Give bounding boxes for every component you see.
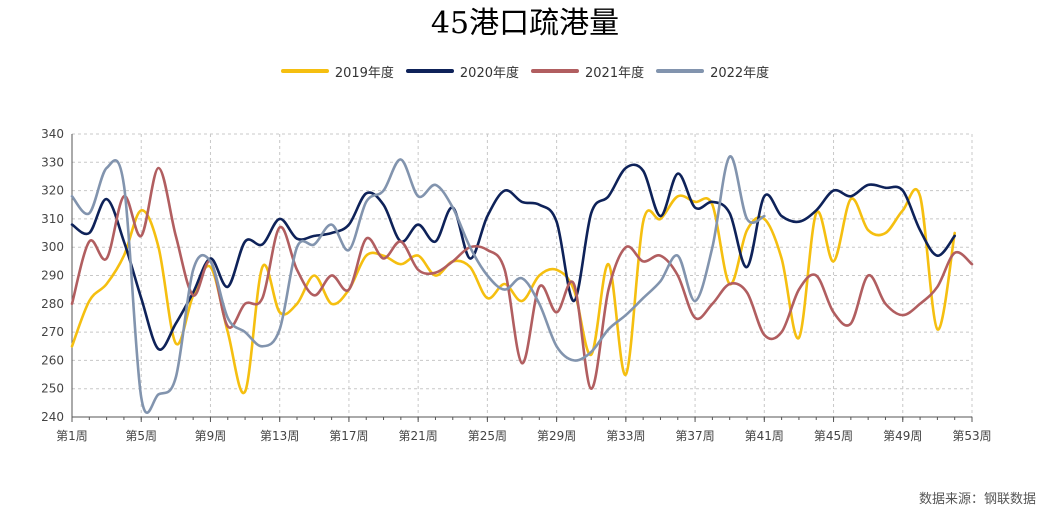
y-tick-label: 340 bbox=[41, 127, 64, 141]
legend: 2019年度 2020年度 2021年度 2022年度 bbox=[0, 61, 1050, 81]
series-line-2020年度 bbox=[70, 163, 956, 351]
legend-item-2021[interactable]: 2021年度 bbox=[531, 62, 644, 81]
x-tick-label: 第29周 bbox=[537, 429, 576, 443]
legend-swatch-2020 bbox=[405, 69, 454, 73]
x-tick-label: 第1周 bbox=[56, 429, 88, 443]
legend-label-2021: 2021年度 bbox=[585, 65, 645, 81]
chart-title: 45港口疏港量 bbox=[430, 6, 620, 41]
x-tick-label: 第13周 bbox=[260, 429, 299, 443]
legend-swatch-2019 bbox=[280, 69, 329, 73]
x-tick-label: 第25周 bbox=[468, 429, 507, 443]
y-tick-label: 240 bbox=[41, 410, 64, 424]
legend-label-2022: 2022年度 bbox=[710, 65, 770, 81]
y-tick-label: 320 bbox=[41, 184, 64, 198]
x-tick-label: 第37周 bbox=[675, 429, 714, 443]
legend-label-2019: 2019年度 bbox=[334, 65, 394, 81]
series-line-2019年度 bbox=[70, 187, 956, 395]
legend-swatch-2022 bbox=[656, 69, 705, 73]
y-tick-label: 270 bbox=[41, 325, 64, 339]
x-tick-label: 第17周 bbox=[329, 429, 368, 443]
x-tick-label: 第5周 bbox=[125, 429, 157, 443]
y-tick-label: 280 bbox=[41, 297, 64, 311]
y-tick-label: 300 bbox=[41, 240, 64, 254]
y-tick-label: 330 bbox=[41, 155, 64, 169]
y-tick-label: 260 bbox=[41, 353, 64, 367]
series-line-2022年度 bbox=[70, 155, 766, 415]
y-tick-label: 290 bbox=[41, 269, 64, 283]
y-tick-label: 250 bbox=[41, 382, 64, 396]
legend-item-2019[interactable]: 2019年度 bbox=[280, 62, 394, 81]
x-tick-label: 第21周 bbox=[399, 429, 438, 443]
legend-item-2020[interactable]: 2020年度 bbox=[405, 62, 519, 81]
data-source-note: 数据来源：钢联数据 bbox=[918, 492, 1036, 507]
x-tick-label: 第49周 bbox=[883, 429, 922, 443]
x-tick-label: 第53周 bbox=[952, 429, 991, 443]
legend-label-2020: 2020年度 bbox=[459, 65, 519, 81]
legend-swatch-2021 bbox=[531, 69, 579, 73]
x-tick-label: 第9周 bbox=[195, 429, 227, 443]
x-tick-label: 第33周 bbox=[606, 429, 645, 443]
y-tick-label: 310 bbox=[41, 212, 64, 226]
x-tick-label: 第45周 bbox=[814, 429, 853, 443]
legend-item-2022[interactable]: 2022年度 bbox=[656, 62, 769, 81]
x-tick-label: 第41周 bbox=[745, 429, 784, 443]
